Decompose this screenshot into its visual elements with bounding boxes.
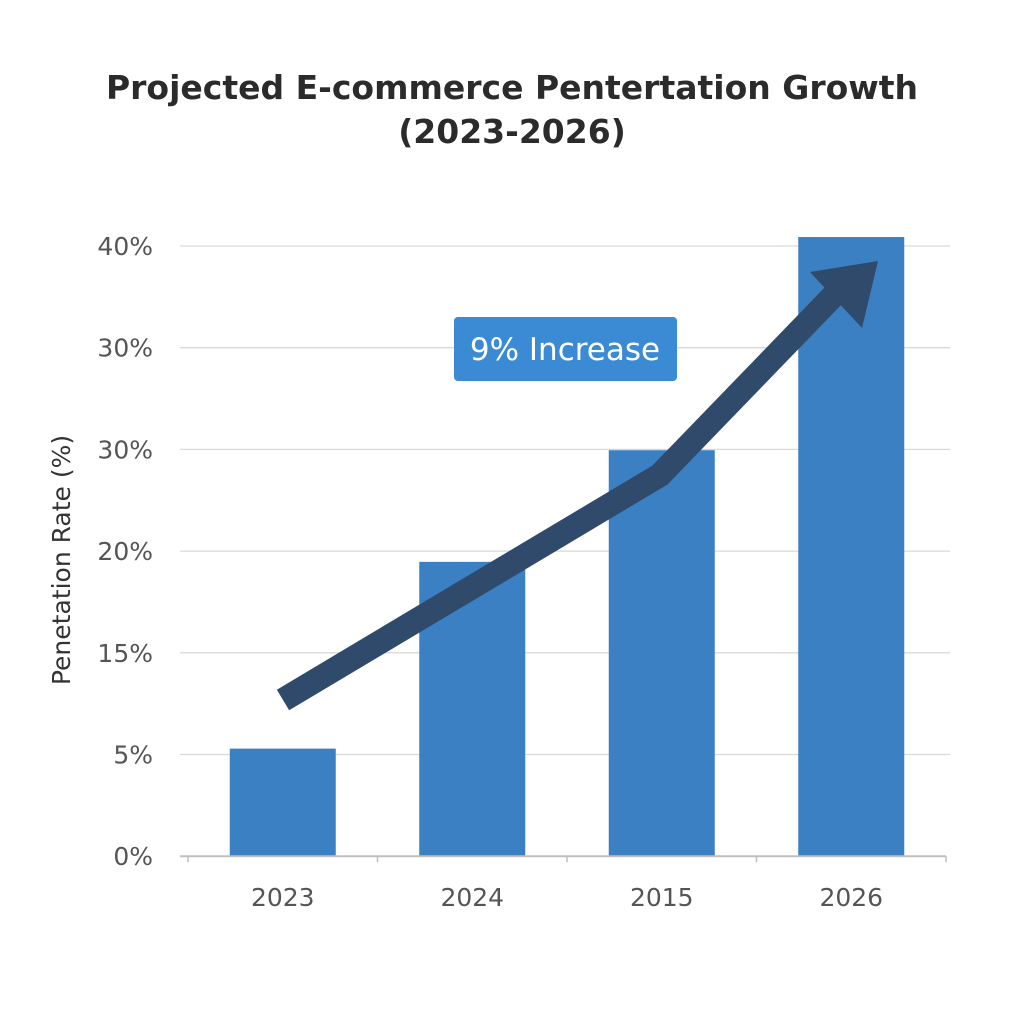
trend-arrow-shaft xyxy=(276,285,844,711)
callout-box xyxy=(454,317,677,381)
y-tick-label: 30% xyxy=(97,334,153,363)
x-tick-label: 2024 xyxy=(440,883,504,912)
x-tick-label: 2026 xyxy=(819,883,883,912)
bars xyxy=(229,237,905,857)
x-tick-label: 2023 xyxy=(251,883,315,912)
y-tick-label: 0% xyxy=(113,842,153,871)
chart-title-line-2: (2023-2026) xyxy=(398,112,626,151)
x-axis xyxy=(180,855,947,863)
y-axis-label: Penetation Rate (%) xyxy=(47,435,76,685)
chart-title: Projected E-commerce Pentertation Growth… xyxy=(0,66,1024,154)
y-tick-label: 5% xyxy=(113,741,153,770)
callout-text: 9% Increase xyxy=(470,332,660,368)
chart-title-line-1: Projected E-commerce Pentertation Growth xyxy=(105,68,919,107)
x-tick-label: 2015 xyxy=(630,883,694,912)
increase-callout: 9% Increase xyxy=(454,317,677,381)
y-tick-label: 40% xyxy=(97,232,153,261)
bar xyxy=(229,748,336,857)
bar xyxy=(798,237,905,857)
trend-arrow xyxy=(276,261,878,711)
y-tick-label: 15% xyxy=(97,639,153,668)
y-tick-label: 20% xyxy=(97,537,153,566)
y-tick-label: 30% xyxy=(97,435,153,464)
x-axis-tick-labels: 2023 2024 2015 2026 xyxy=(251,883,883,912)
bar xyxy=(608,450,715,857)
y-axis-tick-labels: 0% 5% 15% 20% 30% 30% 40% xyxy=(97,232,153,871)
trend-arrow-head xyxy=(810,261,878,328)
